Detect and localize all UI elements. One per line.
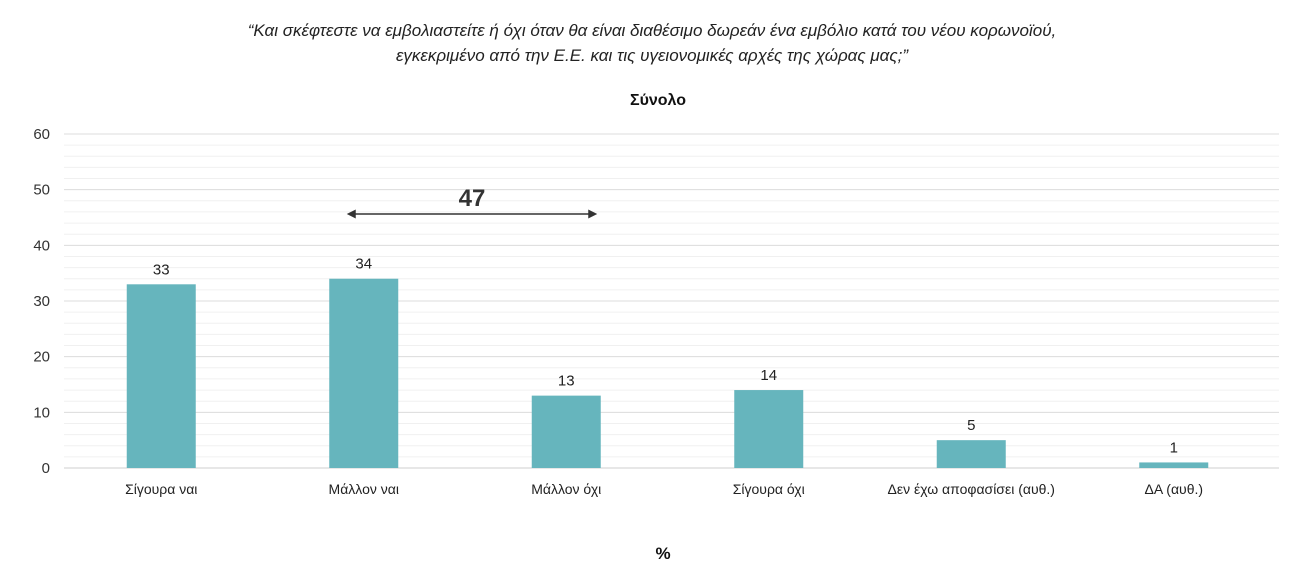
question-line-1: “Και σκέφτεστε να εμβολιαστείτε ή όχι ότ… xyxy=(247,21,1057,40)
bar xyxy=(1139,462,1209,468)
y-tick-label: 60 xyxy=(33,126,50,143)
bar-value-label: 33 xyxy=(153,261,170,278)
annotation-label: 47 xyxy=(459,185,486,212)
annotation-arrowhead-right xyxy=(588,209,598,219)
bar-value-label: 1 xyxy=(1170,439,1178,456)
y-tick-label: 0 xyxy=(42,460,50,477)
bar xyxy=(329,278,399,468)
x-category-label: ΔΑ (αυθ.) xyxy=(1144,481,1203,497)
y-tick-label: 40 xyxy=(33,237,50,254)
x-category-label: Σίγουρα ναι xyxy=(125,481,197,497)
x-category-label: Σίγουρα όχι xyxy=(733,481,805,497)
x-category-label: Μάλλον ναι xyxy=(329,481,399,497)
bar xyxy=(734,390,804,468)
y-tick-label: 50 xyxy=(33,182,50,199)
chart-subtitle: Σύνολο xyxy=(629,92,687,109)
annotation-arrowhead-left xyxy=(346,209,356,219)
unit-label: % xyxy=(655,544,671,563)
bar xyxy=(126,284,196,468)
question-line-2: εγκεκριμένο από την Ε.Ε. και τις υγειονο… xyxy=(395,46,909,65)
y-tick-label: 10 xyxy=(33,404,50,421)
bar xyxy=(531,395,601,468)
y-tick-label: 20 xyxy=(33,349,50,366)
y-tick-label: 30 xyxy=(33,293,50,310)
bar xyxy=(936,440,1006,468)
bar-value-label: 13 xyxy=(558,373,575,390)
x-category-label: Μάλλον όχι xyxy=(531,481,601,497)
bar-value-label: 14 xyxy=(760,367,777,384)
chart-question: “Και σκέφτεστε να εμβολιαστείτε ή όχι ότ… xyxy=(0,18,1304,68)
x-category-label: Δεν έχω αποφασίσει (αυθ.) xyxy=(888,481,1055,497)
bar-value-label: 5 xyxy=(967,417,975,434)
bar-value-label: 34 xyxy=(355,256,372,273)
